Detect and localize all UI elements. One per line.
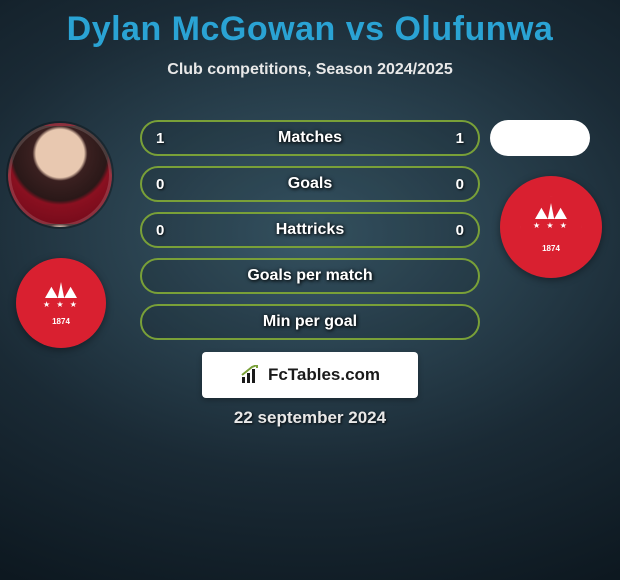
stat-label: Min per goal (263, 313, 357, 331)
stat-row-matches: 1 Matches 1 (140, 120, 480, 156)
stat-row-hattricks: 0 Hattricks 0 (140, 212, 480, 248)
player-right-avatar (490, 120, 590, 156)
crest-year-left: 1874 (34, 317, 88, 326)
stat-row-goals: 0 Goals 0 (140, 166, 480, 202)
stat-label: Goals (288, 175, 332, 193)
stat-left-value: 0 (156, 222, 164, 239)
subtitle: Club competitions, Season 2024/2025 (0, 61, 620, 79)
stat-row-min-per-goal: Min per goal (140, 304, 480, 340)
club-crest-right: 1874 (500, 176, 602, 278)
chart-icon (240, 365, 264, 385)
crest-year-right: 1874 (521, 244, 581, 253)
stat-row-goals-per-match: Goals per match (140, 258, 480, 294)
stat-label: Hattricks (276, 221, 344, 239)
page-title: Dylan McGowan vs Olufunwa (0, 0, 620, 49)
stat-right-value: 0 (456, 176, 464, 193)
stat-label: Goals per match (247, 267, 372, 285)
stats-container: 1 Matches 1 0 Goals 0 0 Hattricks 0 Goal… (140, 120, 480, 350)
stat-right-value: 0 (456, 222, 464, 239)
player-left-avatar (8, 123, 112, 227)
brand-text: FcTables.com (268, 365, 380, 385)
date-label: 22 september 2024 (0, 408, 620, 428)
stat-label: Matches (278, 129, 342, 147)
brand-badge: FcTables.com (202, 352, 418, 398)
club-crest-left: 1874 (16, 258, 106, 348)
stat-left-value: 0 (156, 176, 164, 193)
stat-left-value: 1 (156, 130, 164, 147)
stat-right-value: 1 (456, 130, 464, 147)
